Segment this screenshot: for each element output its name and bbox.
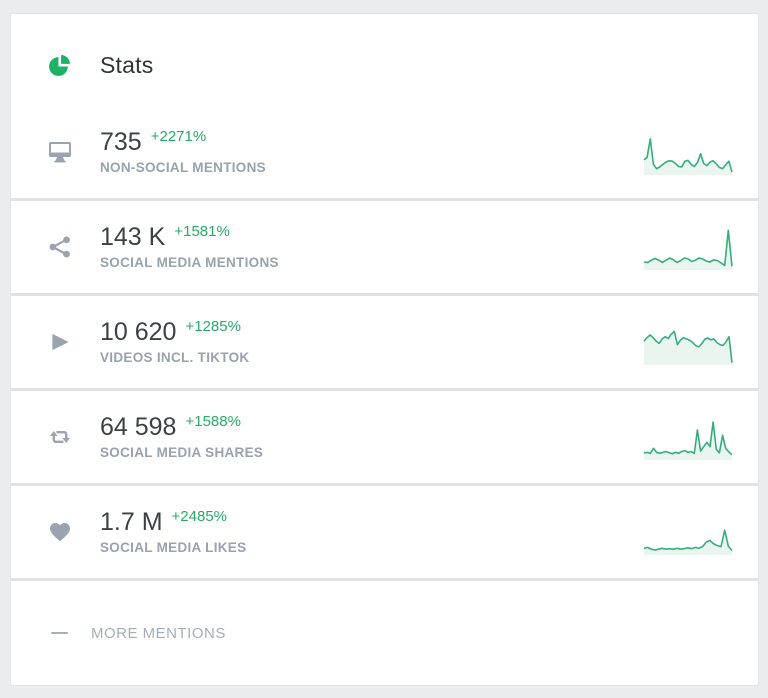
stat-row-social-media-shares[interactable]: 64 598 +1588% SOCIAL MEDIA SHARES (11, 388, 758, 483)
sparkline-chart (643, 330, 733, 365)
stat-change-badge: +2485% (171, 508, 227, 525)
retweet-icon (50, 431, 70, 443)
stat-label: SOCIAL MEDIA SHARES (100, 445, 264, 460)
stats-header: Stats (11, 14, 758, 106)
sparkline-chart (643, 529, 733, 555)
share-icon (49, 236, 70, 258)
monitor-icon (49, 142, 71, 163)
widget-title: Stats (100, 51, 154, 78)
stat-change-badge: +1588% (185, 413, 241, 430)
stat-value: 64 598 (100, 413, 177, 441)
stat-change-badge: +1285% (185, 318, 241, 335)
stat-change-badge: +1581% (174, 223, 230, 240)
play-icon (52, 333, 69, 351)
stat-text: 143 K +1581% SOCIAL MEDIA MENTIONS (100, 223, 279, 271)
stat-text: 735 +2271% NON-SOCIAL MENTIONS (100, 128, 266, 176)
stat-row-non-social-mentions[interactable]: 735 +2271% NON-SOCIAL MENTIONS (11, 106, 758, 198)
dash-icon (51, 632, 68, 634)
stat-label: VIDEOS INCL. TIKTOK (100, 350, 250, 365)
stat-text: 1.7 M +2485% SOCIAL MEDIA LIKES (100, 508, 247, 556)
stat-label: SOCIAL MEDIA MENTIONS (100, 255, 279, 270)
stat-row-social-media-mentions[interactable]: 143 K +1581% SOCIAL MEDIA MENTIONS (11, 198, 758, 293)
stat-label: NON-SOCIAL MENTIONS (100, 160, 266, 175)
stat-value: 10 620 (100, 318, 177, 346)
pie-chart-icon (49, 54, 70, 76)
heart-icon (50, 523, 70, 542)
sparkline-chart (643, 229, 733, 270)
sparkline-chart (643, 421, 733, 460)
stat-value: 735 (100, 128, 142, 156)
stat-text: 10 620 +1285% VIDEOS INCL. TIKTOK (100, 318, 250, 366)
stat-text: 64 598 +1588% SOCIAL MEDIA SHARES (100, 413, 264, 461)
stat-row-videos-incl-tiktok[interactable]: 10 620 +1285% VIDEOS INCL. TIKTOK (11, 293, 758, 388)
stat-row-social-media-likes[interactable]: 1.7 M +2485% SOCIAL MEDIA LIKES (11, 483, 758, 578)
stat-value: 1.7 M (100, 508, 163, 536)
sparkline-chart (643, 138, 733, 175)
stat-label: SOCIAL MEDIA LIKES (100, 540, 247, 555)
more-mentions-button[interactable]: MORE MENTIONS (11, 578, 758, 685)
stats-widget: Stats 735 +2271% NON-SOCIAL MENTIONS (11, 14, 758, 685)
stat-change-badge: +2271% (150, 128, 207, 145)
stat-value: 143 K (100, 223, 166, 251)
more-mentions-label: MORE MENTIONS (91, 624, 226, 642)
